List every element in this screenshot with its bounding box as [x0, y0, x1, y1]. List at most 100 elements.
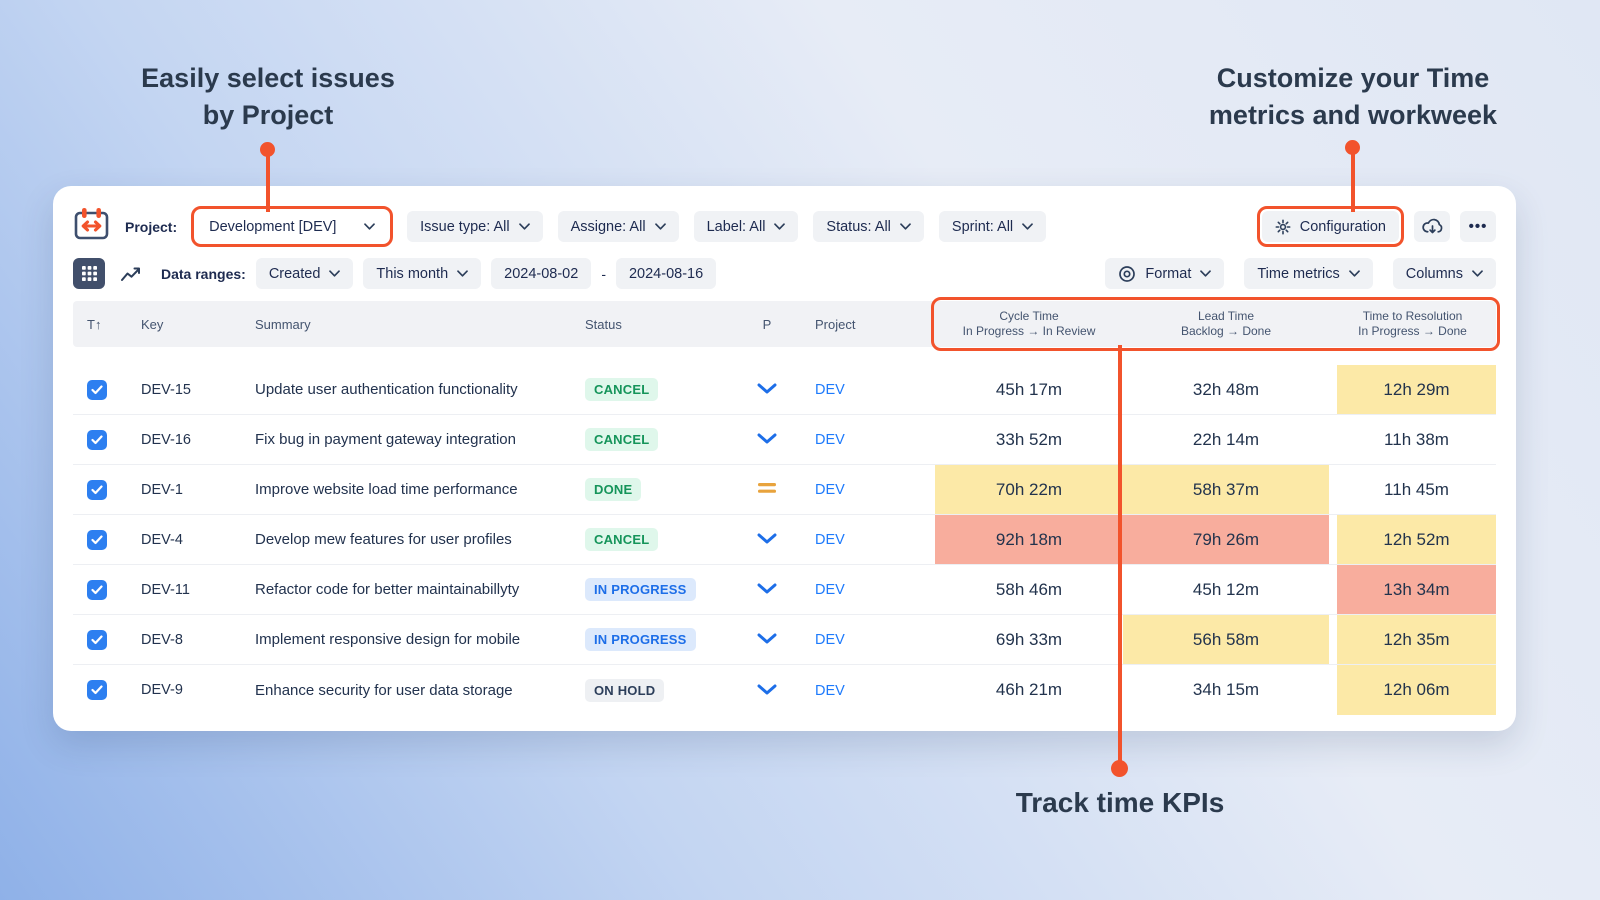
chevron-down-icon — [1022, 223, 1034, 230]
time-metrics-select[interactable]: Time metrics — [1244, 258, 1373, 289]
priority-cell — [729, 631, 805, 648]
filter-issue-type[interactable]: Issue type: All — [407, 211, 543, 242]
issue-summary: Fix bug in payment gateway integration — [255, 431, 516, 448]
project-link[interactable]: DEV — [815, 632, 845, 648]
chevron-down-icon — [457, 270, 468, 277]
check-icon — [91, 384, 103, 394]
priority-low-icon — [757, 583, 777, 594]
columns-select[interactable]: Columns — [1392, 258, 1496, 289]
chart-trend-icon — [121, 267, 140, 281]
filter-sprint[interactable]: Sprint: All — [938, 211, 1047, 242]
header-priority[interactable]: P — [762, 316, 772, 332]
check-icon — [91, 685, 103, 695]
row-checkbox[interactable] — [87, 429, 107, 450]
project-link[interactable]: DEV — [815, 682, 845, 699]
calendar-range-icon — [73, 207, 111, 246]
check-icon — [91, 434, 103, 444]
issue-key: DEV-8 — [141, 631, 183, 648]
grid-view-button[interactable] — [73, 258, 105, 289]
project-link[interactable]: DEV — [815, 432, 845, 448]
date-from-input[interactable]: 2024-08-02 — [491, 258, 592, 289]
priority-low-icon — [757, 383, 777, 394]
cycle-time-cell: 33h 52m — [995, 429, 1063, 449]
ellipsis-icon: ••• — [1468, 218, 1488, 235]
chevron-down-icon — [329, 270, 341, 277]
checkbox-cell — [73, 529, 121, 550]
header-type-sort[interactable]: T↑ — [87, 316, 102, 332]
status-badge: CANCEL — [585, 528, 659, 551]
configuration-button[interactable]: Configuration — [1261, 211, 1399, 242]
export-button[interactable] — [1414, 211, 1450, 242]
issues-table: T↑ Key Summary Status P Project Cycle Ti… — [73, 297, 1500, 715]
row-checkbox[interactable] — [87, 479, 107, 500]
priority-cell — [729, 431, 805, 448]
priority-low-icon — [757, 633, 777, 644]
checkbox-cell — [73, 429, 121, 450]
sub-toolbar: Data ranges: Created This month 2024-08-… — [73, 258, 1496, 289]
table-row: DEV-9 Enhance security for user data stor… — [73, 665, 1496, 715]
project-link[interactable]: DEV — [815, 482, 845, 498]
row-checkbox[interactable] — [87, 379, 107, 400]
lead-time-cell: 79h 26m — [1123, 515, 1329, 564]
connector-line-project — [266, 150, 270, 212]
issue-summary: Enhance security for user data storage — [255, 681, 513, 699]
cycle-time-cell: 46h 21m — [995, 680, 1063, 699]
checkbox-cell — [73, 680, 121, 700]
project-link[interactable]: DEV — [815, 382, 845, 398]
check-icon — [91, 584, 103, 594]
project-link[interactable]: DEV — [815, 582, 845, 598]
check-icon — [91, 634, 103, 644]
time-to-resolution-cell: 12h 29m — [1329, 365, 1496, 414]
more-actions-button[interactable]: ••• — [1460, 211, 1496, 242]
chevron-down-icon — [1200, 270, 1212, 277]
status-cell: ON HOLD — [565, 678, 729, 702]
priority-medium-icon — [758, 483, 776, 493]
gear-icon — [1275, 219, 1291, 234]
annotation-line: Customize your Time — [1216, 63, 1490, 93]
format-select[interactable]: Format — [1105, 258, 1225, 289]
table-row: DEV-16 Fix bug in payment gateway integra… — [73, 415, 1496, 465]
priority-cell — [729, 682, 805, 699]
header-time-to-resolution[interactable]: Time to Resolution In Progress → Done — [1358, 309, 1467, 338]
chart-view-button[interactable] — [115, 258, 147, 289]
issue-key: DEV-4 — [141, 531, 183, 548]
date-to-input[interactable]: 2024-08-16 — [615, 258, 717, 289]
filter-label[interactable]: Label: All — [693, 211, 799, 242]
filter-status[interactable]: Status: All — [813, 211, 924, 242]
annotation-select-issues: Easily select issues by Project — [88, 60, 448, 134]
period-select[interactable]: This month — [363, 258, 482, 289]
status-cell: DONE — [565, 478, 729, 501]
annotation-line: by Project — [202, 100, 334, 130]
chevron-down-icon — [774, 223, 786, 230]
status-cell: CANCEL — [565, 378, 729, 401]
annotation-line: metrics and workweek — [1208, 100, 1498, 130]
row-checkbox[interactable] — [87, 680, 107, 700]
status-badge: CANCEL — [585, 378, 659, 401]
issue-summary: Implement responsive design for mobile — [255, 631, 521, 648]
row-checkbox[interactable] — [87, 529, 107, 550]
project-cell: DEV — [805, 531, 935, 548]
row-checkbox[interactable] — [87, 579, 107, 600]
lead-time-cell: 56h 58m — [1123, 615, 1329, 664]
annotation-line: Easily select issues — [141, 63, 395, 93]
app-window: Project: Development [DEV] Issue type: A… — [53, 186, 1516, 731]
main-toolbar: Project: Development [DEV] Issue type: A… — [73, 206, 1496, 247]
checkbox-cell — [73, 479, 121, 500]
sort-arrow-icon: ↑ — [94, 316, 102, 332]
header-summary[interactable]: Summary — [255, 316, 311, 332]
filter-assignee[interactable]: Assigne: All — [557, 211, 679, 242]
header-status[interactable]: Status — [585, 316, 622, 332]
project-link[interactable]: DEV — [815, 532, 845, 548]
cycle-time-cell: 58h 46m — [995, 579, 1063, 599]
issue-key: DEV-9 — [141, 682, 183, 698]
header-project[interactable]: Project — [815, 316, 856, 332]
status-cell: CANCEL — [565, 428, 729, 451]
header-key[interactable]: Key — [141, 316, 164, 332]
header-cycle-time[interactable]: Cycle Time In Progress → In Review — [962, 309, 1096, 338]
project-cell: DEV — [805, 481, 935, 498]
date-field-select[interactable]: Created — [255, 258, 354, 289]
lead-time-cell: 32h 48m — [1192, 379, 1260, 399]
row-checkbox[interactable] — [87, 629, 107, 650]
project-select[interactable]: Development [DEV] — [196, 211, 389, 242]
header-lead-time[interactable]: Lead Time Backlog → Done — [1180, 309, 1272, 338]
